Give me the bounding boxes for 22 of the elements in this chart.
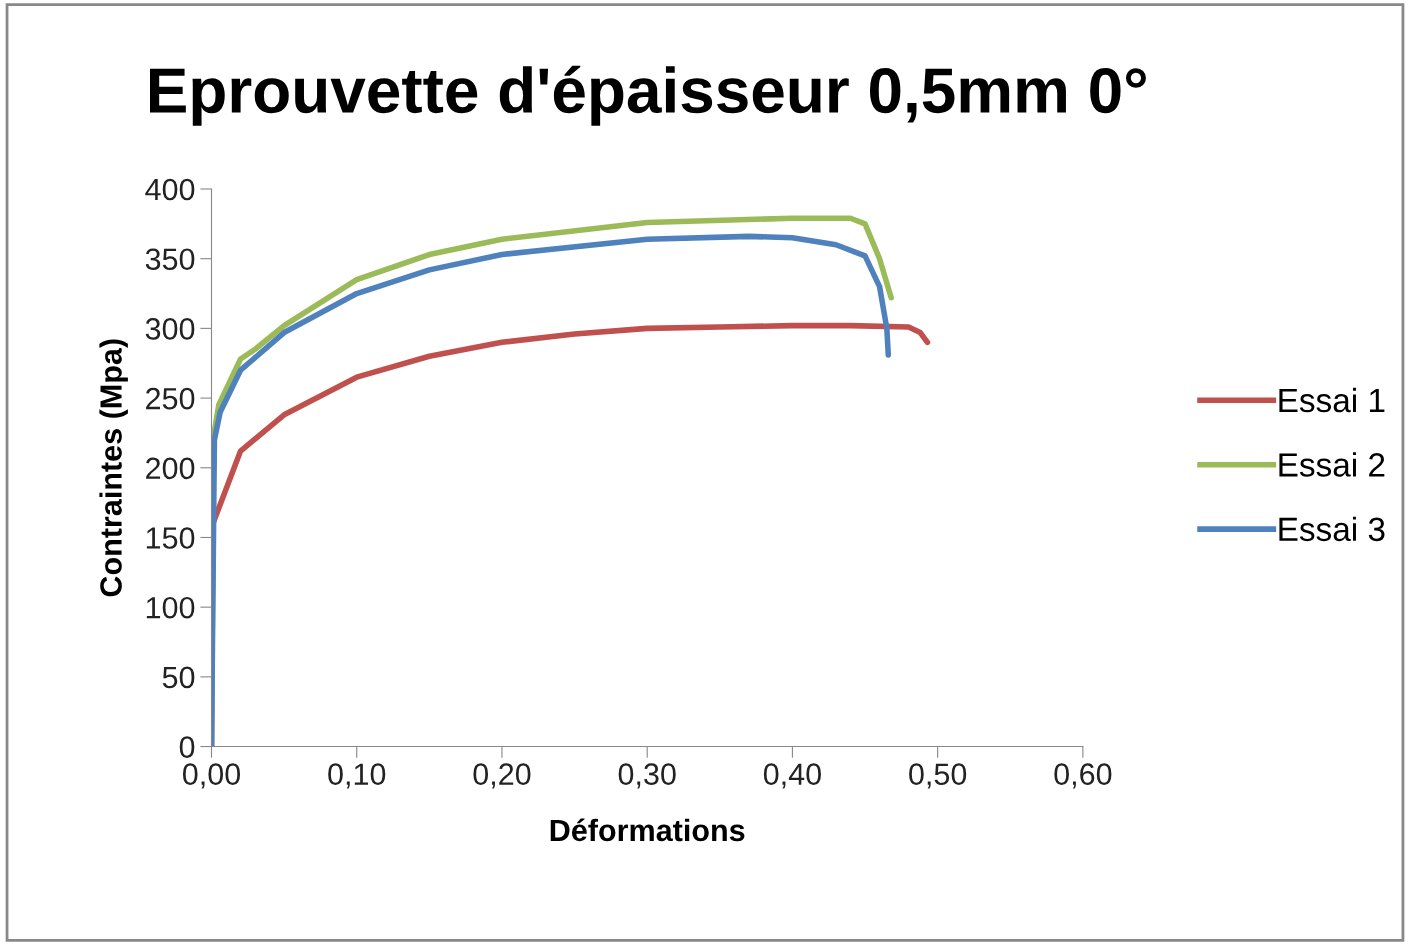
legend-label: Essai 3 [1279,516,1385,542]
x-tick-label: 0,00 [182,763,241,789]
x-axis-title: Déformations [550,818,745,842]
x-tick-label: 0,10 [328,763,386,789]
y-tick-label: 350 [145,248,195,271]
y-axis-title: Contraintes (Mpa) [99,339,128,597]
x-tick-label: 0,30 [618,763,676,789]
x-tick-label: 0,20 [473,763,531,789]
chart-title: Eprouvette d'épaisseur 0,5mm 0° [149,65,1146,126]
x-tick-label: 0,40 [763,763,821,789]
y-tick-label: 100 [146,596,195,619]
y-tick-label: 0 [179,736,195,758]
x-tick-label: 0,50 [909,763,967,789]
y-tick-label: 250 [146,387,195,410]
y-tick-label: 200 [146,457,195,480]
legend-label: Essai 2 [1279,452,1385,477]
x-tick-label: 0,60 [1054,763,1112,789]
y-tick-label: 50 [162,666,195,689]
y-tick-label: 400 [145,178,195,201]
y-tick-label: 300 [145,318,195,340]
y-tick-label: 150 [146,527,195,549]
legend-label: Essai 1 [1279,387,1385,413]
